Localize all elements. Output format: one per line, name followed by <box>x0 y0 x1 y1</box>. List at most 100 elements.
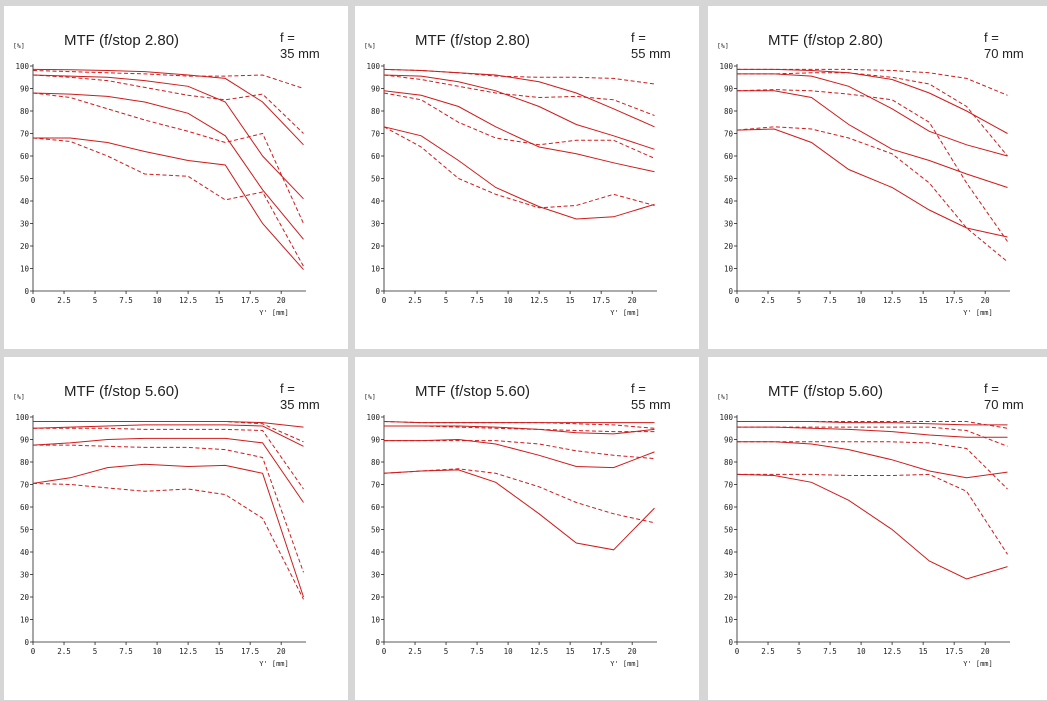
y-axis-label: [%] <box>364 393 376 401</box>
y-tick-label: 10 <box>20 265 30 274</box>
x-tick-label: 20 <box>628 647 638 656</box>
y-tick-label: 30 <box>20 220 30 229</box>
x-tick-label: 17.5 <box>945 647 963 656</box>
y-tick-label: 80 <box>371 458 381 467</box>
mtf-series-line-dashed <box>383 68 655 85</box>
y-tick-label: 100 <box>15 62 29 71</box>
y-tick-label: 60 <box>724 503 734 512</box>
y-tick-label: 90 <box>371 85 381 94</box>
y-tick-label: 80 <box>20 107 30 116</box>
x-tick-label: 15 <box>215 296 224 305</box>
mtf-chart-panel: MTF (f/stop 2.80) f = 70 mm 0 10 20 30 40 50 60 70… <box>708 6 1047 349</box>
y-tick-label: 20 <box>20 593 30 602</box>
mtf-series-line-solid <box>32 437 304 503</box>
y-axis-label: [%] <box>717 42 729 50</box>
mtf-series-line-dashed <box>737 421 1008 429</box>
x-tick-label: 5 <box>797 647 802 656</box>
x-tick-label: 17.5 <box>241 647 259 656</box>
y-tick-label: 70 <box>724 130 734 139</box>
x-tick-label: 12.5 <box>530 647 548 656</box>
mtf-series-line-solid <box>737 90 1008 188</box>
mtf-series-line-solid <box>383 90 655 173</box>
x-tick-label: 5 <box>444 647 449 656</box>
mtf-series-line-dashed <box>384 425 655 433</box>
x-tick-label: 7.5 <box>119 647 133 656</box>
x-tick-label: 0 <box>31 647 36 656</box>
x-axis-label: Y' [mm] <box>963 660 993 668</box>
y-tick-label: 100 <box>366 62 380 71</box>
y-tick-label: 30 <box>371 571 381 580</box>
mtf-plot: 0 10 20 30 40 50 60 70 80 90 100 0 2.5 5 7.5 10 12.5 15 17… <box>13 42 306 317</box>
y-tick-label: 10 <box>724 616 734 625</box>
y-tick-label: 20 <box>371 593 381 602</box>
y-axis-label: [%] <box>364 42 376 50</box>
x-tick-label: 2.5 <box>761 647 775 656</box>
x-tick-label: 7.5 <box>823 647 837 656</box>
y-tick-label: 20 <box>724 593 734 602</box>
y-tick-label: 40 <box>371 197 381 206</box>
focal-length-prefix: f = <box>984 30 999 45</box>
y-tick-label: 40 <box>724 197 734 206</box>
x-axis-label: Y' [mm] <box>610 309 640 317</box>
chart-title: MTF (f/stop 2.80) <box>64 32 180 49</box>
x-axis-label: Y' [mm] <box>610 660 640 668</box>
focal-length-value: 35 mm <box>280 46 320 61</box>
y-tick-label: 10 <box>371 616 381 625</box>
y-tick-label: 90 <box>724 85 734 94</box>
x-tick-label: 17.5 <box>945 296 963 305</box>
focal-length-prefix: f = <box>631 30 646 45</box>
mtf-series-line-solid <box>32 92 304 240</box>
x-tick-label: 2.5 <box>57 296 71 305</box>
x-tick-label: 10 <box>153 296 163 305</box>
y-tick-label: 10 <box>724 265 734 274</box>
y-tick-label: 70 <box>371 130 381 139</box>
chart-title: MTF (f/stop 2.80) <box>768 32 884 49</box>
x-tick-label: 2.5 <box>57 647 71 656</box>
y-tick-label: 90 <box>371 436 381 445</box>
y-tick-label: 30 <box>724 571 734 580</box>
y-tick-label: 0 <box>375 287 380 296</box>
y-tick-label: 80 <box>371 107 381 116</box>
y-tick-label: 90 <box>724 436 734 445</box>
x-tick-label: 5 <box>797 296 802 305</box>
focal-length-label: f = 70 mm <box>984 30 1024 62</box>
y-tick-label: 0 <box>728 638 733 647</box>
mtf-series-line-solid <box>737 421 1008 426</box>
y-tick-label: 100 <box>366 413 380 422</box>
x-tick-label: 5 <box>93 647 98 656</box>
x-tick-label: 12.5 <box>179 296 197 305</box>
mtf-series-line-dashed <box>737 473 1008 555</box>
y-tick-label: 0 <box>24 287 29 296</box>
x-tick-label: 0 <box>382 647 387 656</box>
y-tick-label: 60 <box>371 503 381 512</box>
x-tick-label: 7.5 <box>823 296 837 305</box>
y-tick-label: 10 <box>20 616 30 625</box>
focal-length-value: 55 mm <box>631 46 671 61</box>
y-tick-label: 10 <box>371 265 381 274</box>
mtf-series-line-dashed <box>737 68 1008 96</box>
y-tick-label: 70 <box>371 481 381 490</box>
chart-title: MTF (f/stop 5.60) <box>64 383 180 400</box>
x-tick-label: 0 <box>31 296 36 305</box>
x-tick-label: 20 <box>277 647 287 656</box>
x-tick-label: 7.5 <box>119 296 133 305</box>
mtf-chart-panel: MTF (f/stop 2.80) f = 55 mm 0 10 20 30 40 50 60 70… <box>355 6 699 349</box>
mtf-series-line-dashed <box>736 89 1008 242</box>
focal-length-label: f = 35 mm <box>280 30 320 62</box>
x-tick-label: 20 <box>981 296 991 305</box>
y-tick-label: 30 <box>724 220 734 229</box>
y-axis-label: [%] <box>13 393 25 401</box>
x-tick-label: 12.5 <box>883 647 901 656</box>
y-tick-label: 90 <box>20 85 30 94</box>
mtf-series-line-dashed <box>383 468 655 524</box>
x-tick-label: 2.5 <box>408 647 422 656</box>
y-tick-label: 50 <box>724 526 734 535</box>
y-tick-label: 80 <box>724 107 734 116</box>
mtf-series-line-dashed <box>33 444 304 573</box>
y-tick-label: 40 <box>20 197 30 206</box>
mtf-series-line-solid <box>737 441 1008 479</box>
y-tick-label: 40 <box>724 548 734 557</box>
x-tick-label: 17.5 <box>592 647 610 656</box>
y-tick-label: 30 <box>371 220 381 229</box>
y-tick-label: 90 <box>20 436 30 445</box>
